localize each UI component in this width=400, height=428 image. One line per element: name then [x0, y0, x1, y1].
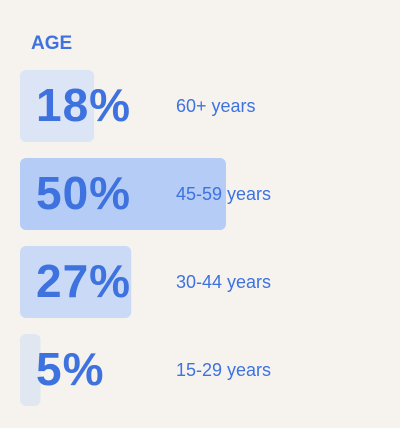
bar	[20, 70, 95, 142]
chart-title: AGE	[31, 33, 72, 54]
value-label: 18%	[36, 79, 131, 131]
category-label: 30-44 years	[176, 272, 271, 292]
value-label: 27%	[36, 255, 131, 307]
category-label: 45-59 years	[176, 184, 271, 204]
bar	[20, 246, 132, 318]
category-label: 60+ years	[176, 96, 256, 116]
value-label: 5%	[36, 343, 104, 395]
category-label: 15-29 years	[176, 360, 271, 380]
bar	[20, 334, 41, 406]
bar	[20, 158, 226, 230]
value-label: 50%	[36, 167, 131, 219]
